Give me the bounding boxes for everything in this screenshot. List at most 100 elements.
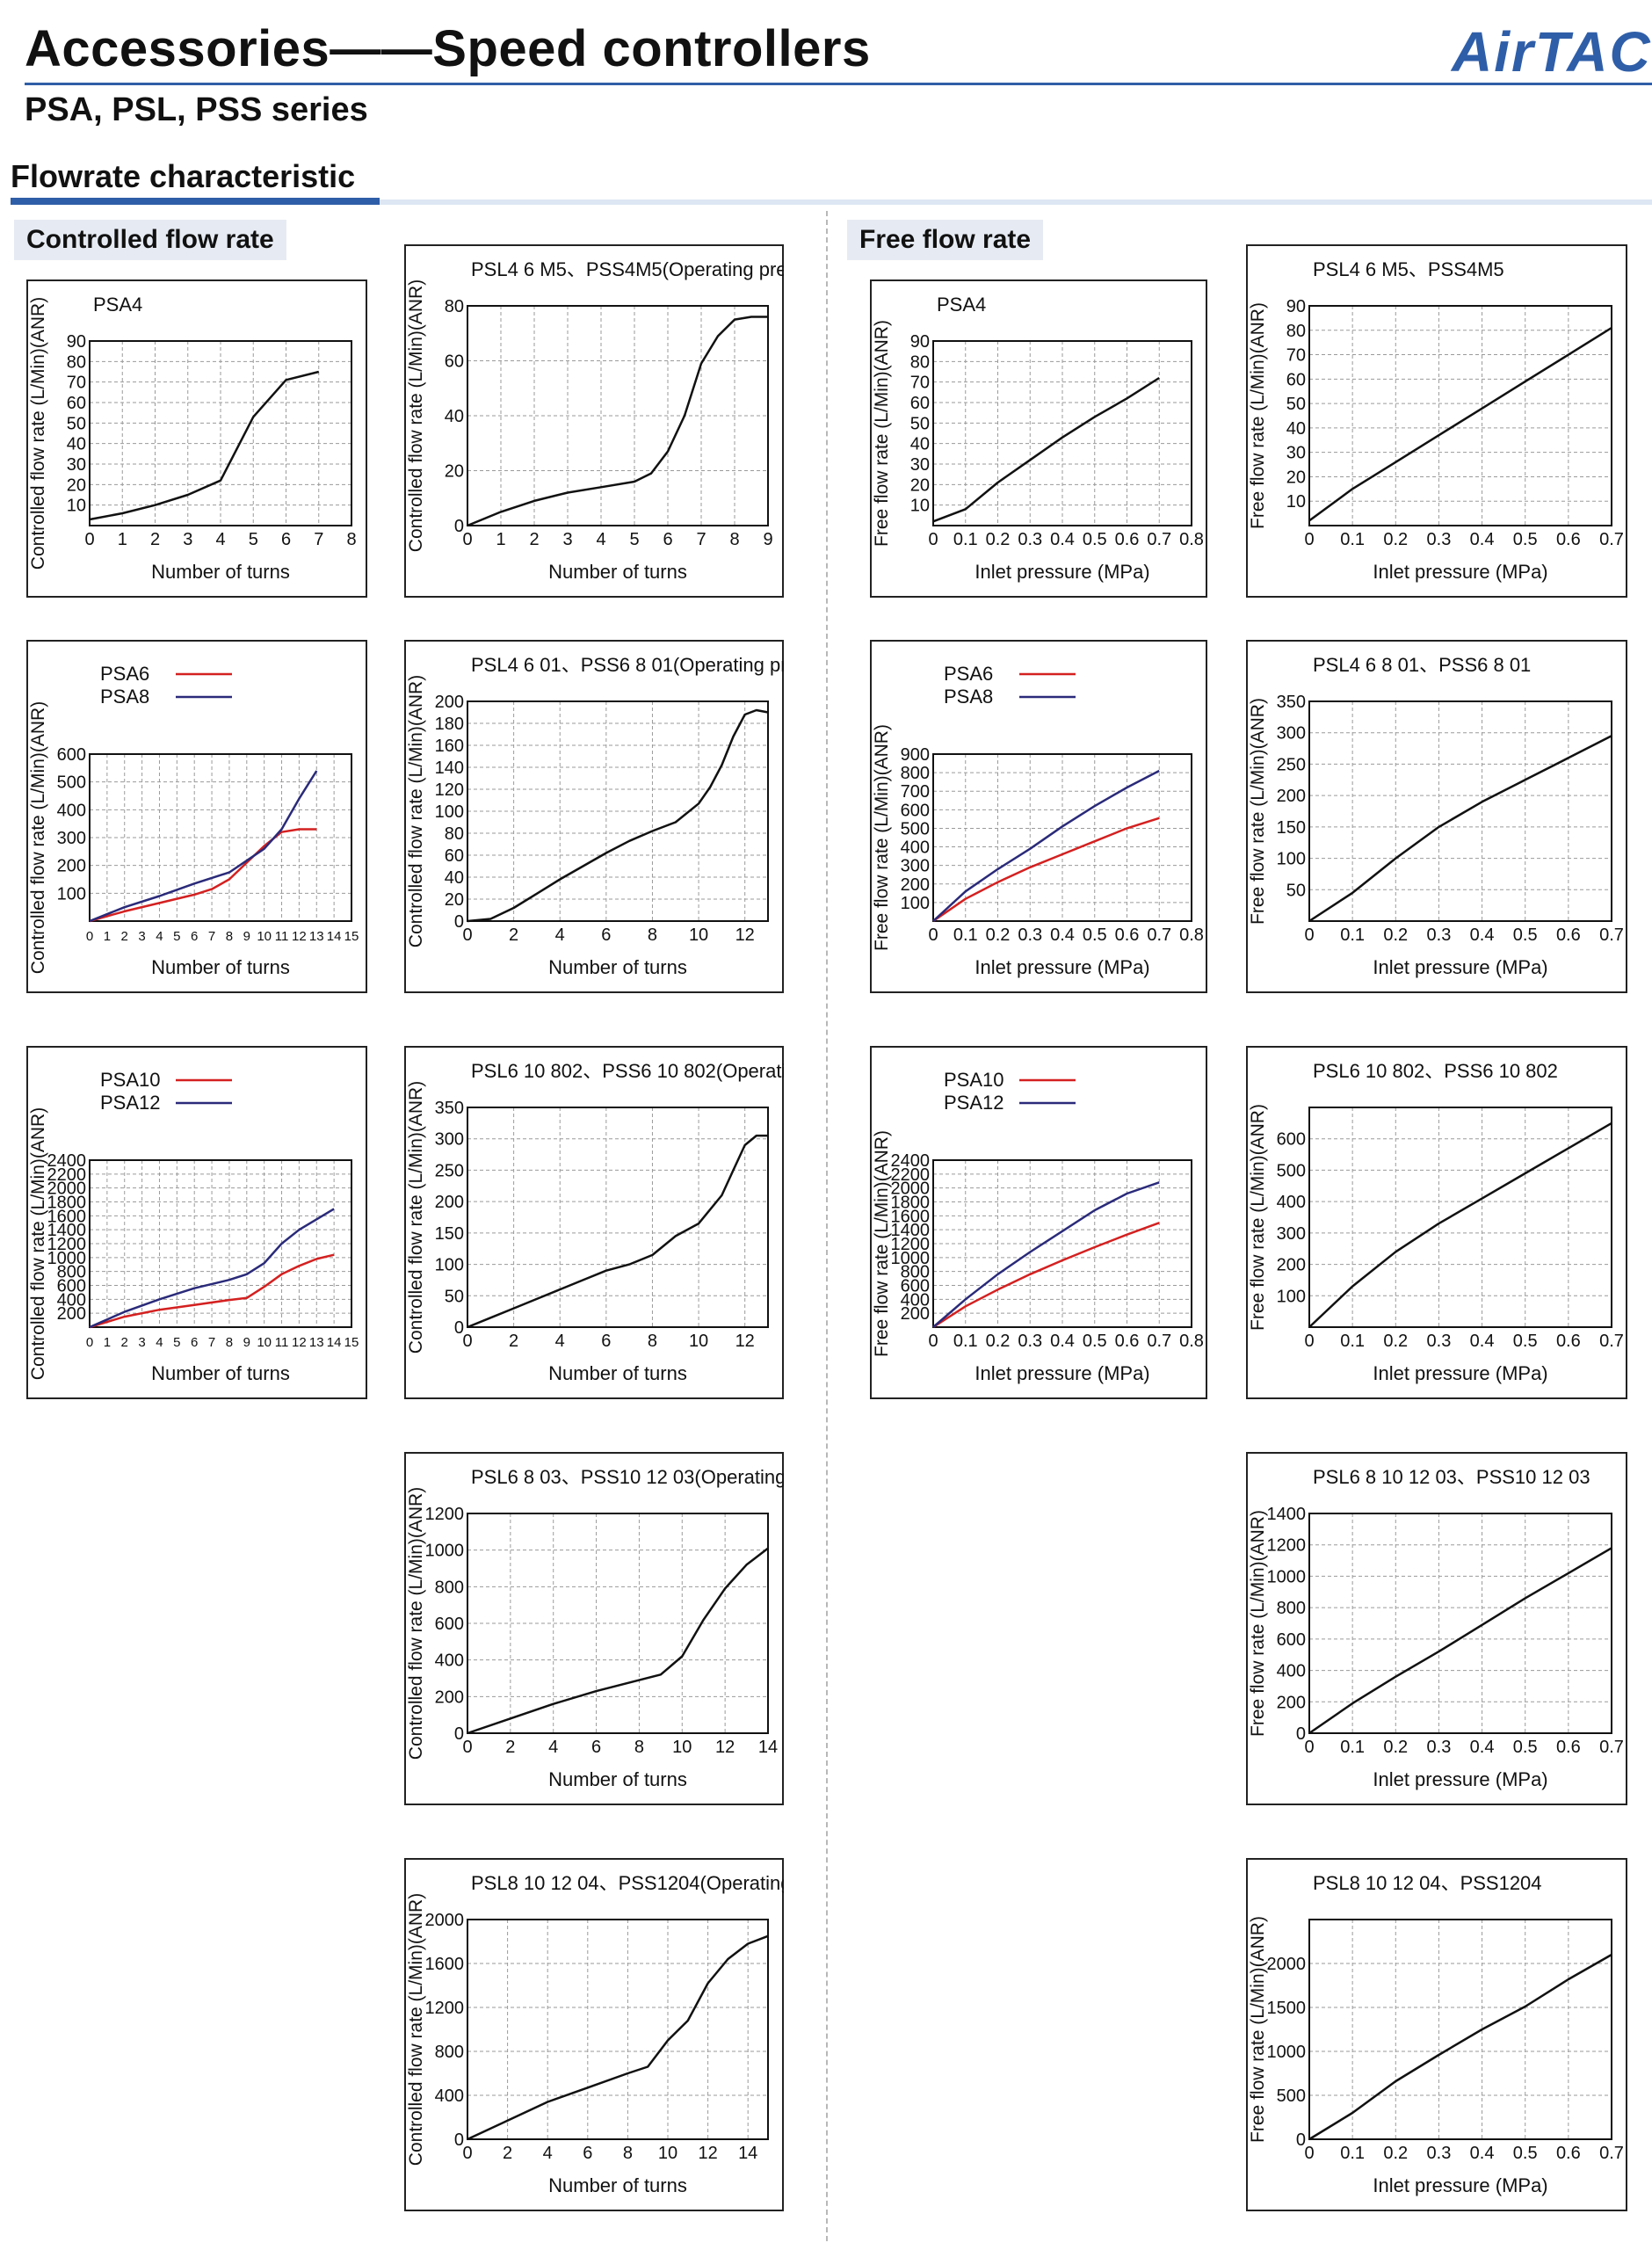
y-tick-label: 180 [435,715,464,734]
x-tick-label: 0 [462,1332,472,1351]
x-tick-label: 0 [928,925,938,945]
y-axis-label: Controlled flow rate (L/Min)(ANR) [28,1107,48,1380]
x-tick-label: 13 [309,929,324,944]
chart-title: PSL6 10 802、PSS6 10 802 [1313,1060,1558,1082]
group-title-controlled: Controlled flow rate [14,220,286,260]
y-tick-label: 100 [901,894,930,913]
x-tick-label: 0.1 [953,530,978,549]
y-tick-label: 2400 [891,1151,931,1171]
x-tick-label: 4 [555,925,565,945]
y-tick-label: 400 [57,1290,86,1310]
x-tick-label: 0.4 [1470,530,1495,549]
x-tick-label: 0.3 [1018,530,1042,549]
legend-label: PSA6 [944,663,993,685]
x-tick-label: 0 [462,925,472,945]
x-tick-label: 0.7 [1147,925,1171,945]
chart-title: PSL6 8 03、PSS10 12 03(Operating pressure… [471,1466,784,1488]
y-tick-label: 1200 [47,1235,87,1254]
x-tick-label: 0 [84,530,94,549]
x-tick-label: 0.5 [1513,530,1538,549]
chart-frame [404,1452,784,1805]
x-axis-label: Inlet pressure (MPa) [1373,561,1547,583]
x-tick-label: 0.4 [1470,2144,1495,2163]
y-axis-label: Controlled flow rate (L/Min)(ANR) [28,297,48,570]
x-tick-label: 0.6 [1556,925,1581,945]
series-line [1308,1547,1612,1735]
series-line [89,1208,335,1329]
y-tick-label: 40 [67,435,86,454]
x-axis-label: Number of turns [548,956,687,978]
y-tick-label: 0 [454,517,464,536]
x-tick-label: 5 [629,530,639,549]
chart-psl-m5-free: 0 0.1 0.2 0.3 0.4 0.5 0.6 0.7 10 20 30 40 50 60 70 80 90… [1246,244,1627,598]
y-tick-label: 60 [445,846,464,866]
legend-label: PSA12 [944,1092,1004,1114]
x-tick-label: 6 [583,2144,592,2163]
group-title-free: Free flow rate [847,220,1044,260]
plot-area [1308,1919,1612,2140]
series-line [467,1134,768,1329]
x-tick-label: 14 [758,1738,778,1757]
y-tick-label: 20 [1286,468,1306,487]
y-tick-label: 2400 [47,1151,87,1171]
x-tick-label: 0.2 [1383,530,1408,549]
y-tick-label: 80 [67,352,86,372]
x-tick-label: 0.5 [1513,2144,1538,2163]
y-tick-label: 400 [57,801,86,820]
y-axis-label: Free flow rate (L/Min)(ANR) [872,320,892,547]
y-axis-label: Controlled flow rate (L/Min)(ANR) [406,675,426,947]
chart-psa10-psa12-free: 0 0.1 0.2 0.3 0.4 0.5 0.6 0.7 0.8 200 400 600 800 100… [870,1046,1207,1399]
x-tick-label: 2 [529,530,539,549]
x-tick-label: 15 [344,929,359,944]
x-axis-label: Inlet pressure (MPa) [1373,956,1547,978]
x-tick-label: 0.1 [953,1332,978,1351]
x-tick-label: 0.1 [1340,925,1365,945]
x-tick-label: 15 [344,1335,359,1350]
y-tick-label: 800 [435,1578,464,1597]
x-tick-label: 0.5 [1083,1332,1107,1351]
x-tick-label: 0.5 [1083,925,1107,945]
chart-frame [870,1046,1207,1399]
x-tick-label: 0.2 [1383,1738,1408,1757]
chart-psl-02-free: 0 0.1 0.2 0.3 0.4 0.5 0.6 0.7 100 200 300 400 500 600… [1246,1046,1627,1399]
y-tick-label: 1400 [47,1221,87,1240]
y-tick-label: 700 [901,782,930,802]
x-tick-label: 0.3 [1427,2144,1452,2163]
x-axis-label: Inlet pressure (MPa) [975,956,1149,978]
section-title: Flowrate characteristic [11,158,356,194]
x-tick-label: 7 [696,530,706,549]
y-tick-label: 800 [435,2043,464,2062]
chart-psl-01-free: 0 0.1 0.2 0.3 0.4 0.5 0.6 0.7 50 100 150 200 250 300 3… [1246,640,1627,993]
series-line [1308,1953,1612,2141]
y-tick-label: 20 [445,462,464,482]
y-tick-label: 200 [435,693,464,712]
y-tick-label: 0 [454,1318,464,1338]
x-tick-label: 5 [173,1335,180,1350]
x-tick-label: 0 [1304,1332,1314,1351]
y-tick-label: 90 [1286,297,1306,316]
x-tick-label: 0 [86,1335,93,1350]
x-tick-label: 8 [226,929,233,944]
y-tick-label: 50 [1286,881,1306,900]
x-tick-label: 2 [505,1738,515,1757]
y-tick-label: 150 [1277,818,1306,838]
legend-label: PSA10 [944,1069,1004,1091]
x-tick-label: 5 [173,929,180,944]
x-tick-label: 11 [275,1335,289,1350]
page-title: Accessories——Speed controllers [25,20,871,77]
y-tick-label: 1000 [47,1249,87,1268]
y-tick-label: 300 [435,1130,464,1150]
x-tick-label: 0.4 [1050,925,1075,945]
x-tick-label: 4 [156,1335,163,1350]
x-tick-label: 0.5 [1513,1738,1538,1757]
chart-frame [404,1046,784,1399]
chart-psa6-psa8-controlled: 0 1 2 3 4 5 6 7 8 9 10 11 12 13 14 15 100 200 300 400 500 600… [26,640,367,993]
x-tick-label: 0 [462,2144,472,2163]
x-tick-label: 0.6 [1115,530,1140,549]
section-bar-light [380,200,1652,205]
x-tick-label: 0.3 [1018,1332,1042,1351]
y-tick-label: 400 [901,838,930,858]
x-tick-label: 0.6 [1556,1332,1581,1351]
x-tick-label: 3 [138,1335,145,1350]
x-tick-label: 14 [327,1335,342,1350]
